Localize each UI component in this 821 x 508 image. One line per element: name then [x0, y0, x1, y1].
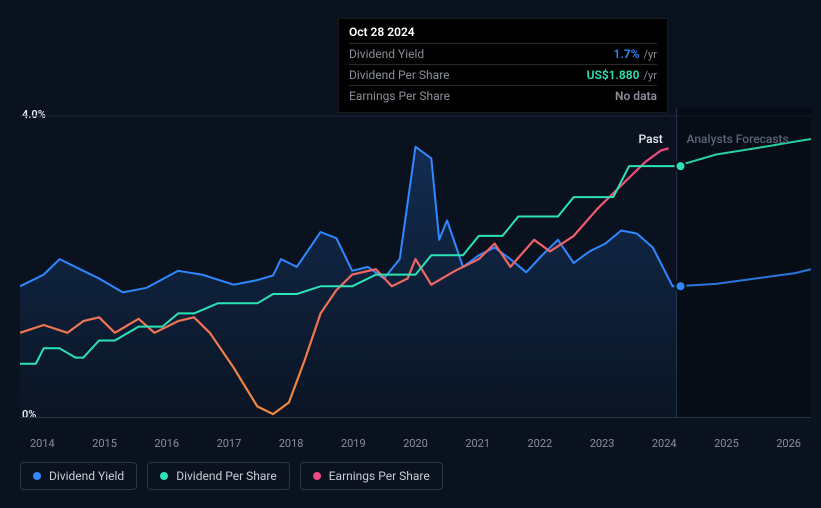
- tooltip-date: Oct 28 2024: [349, 25, 657, 43]
- x-axis-tick: 2016: [154, 437, 179, 450]
- tooltip-metric-value: 1.7%: [614, 47, 640, 61]
- legend-item[interactable]: Dividend Yield: [20, 462, 137, 490]
- chart-plot-area[interactable]: [20, 108, 811, 418]
- tooltip-metric-unit: /yr: [644, 69, 657, 82]
- x-axis-tick: 2025: [714, 437, 739, 450]
- legend-label: Dividend Yield: [49, 469, 124, 483]
- x-axis-tick: 2024: [652, 437, 677, 450]
- x-axis-tick: 2022: [528, 437, 553, 450]
- x-axis-tick: 2017: [217, 437, 242, 450]
- chart-legend: Dividend Yield Dividend Per Share Earnings…: [20, 462, 443, 490]
- tooltip-row: Earnings Per Share No data: [349, 85, 657, 106]
- tooltip-metric-unit: /yr: [644, 48, 657, 61]
- tooltip-metric-label: Dividend Yield: [349, 47, 424, 61]
- legend-color-dot: [160, 472, 168, 480]
- x-axis-tick: 2018: [279, 437, 304, 450]
- past-region-label: Past: [639, 132, 663, 146]
- chart-tooltip: Oct 28 2024 Dividend Yield1.7%/yrDividen…: [338, 18, 668, 113]
- x-axis-tick: 2015: [92, 437, 117, 450]
- legend-item[interactable]: Earnings Per Share: [300, 462, 443, 490]
- legend-color-dot: [313, 472, 321, 480]
- x-axis-tick: 2023: [590, 437, 615, 450]
- x-axis-tick: 2020: [403, 437, 428, 450]
- legend-color-dot: [33, 472, 41, 480]
- tooltip-metric-value: US$1.880: [587, 68, 640, 82]
- tooltip-row: Dividend Per Share US$1.880/yr: [349, 64, 657, 85]
- legend-label: Earnings Per Share: [329, 469, 430, 483]
- tooltip-row: Dividend Yield 1.7% /yr: [349, 43, 657, 64]
- tooltip-metric-value: No data: [615, 89, 657, 103]
- forecast-region-label: Analysts Forecasts: [687, 132, 789, 146]
- x-axis-tick: 2019: [341, 437, 366, 450]
- tooltip-metric-label: Dividend Per Share: [349, 68, 450, 82]
- tooltip-metric-label: Earnings Per Share: [349, 89, 450, 103]
- legend-label: Dividend Per Share: [176, 469, 277, 483]
- x-axis-tick: 2021: [465, 437, 490, 450]
- x-axis: 2014 2015 2016 2017 2018 2019 2020 2021 2022 2023…: [20, 437, 811, 450]
- x-axis-tick: 2026: [776, 437, 801, 450]
- x-axis-tick: 2014: [30, 437, 55, 450]
- legend-item[interactable]: Dividend Per Share: [147, 462, 290, 490]
